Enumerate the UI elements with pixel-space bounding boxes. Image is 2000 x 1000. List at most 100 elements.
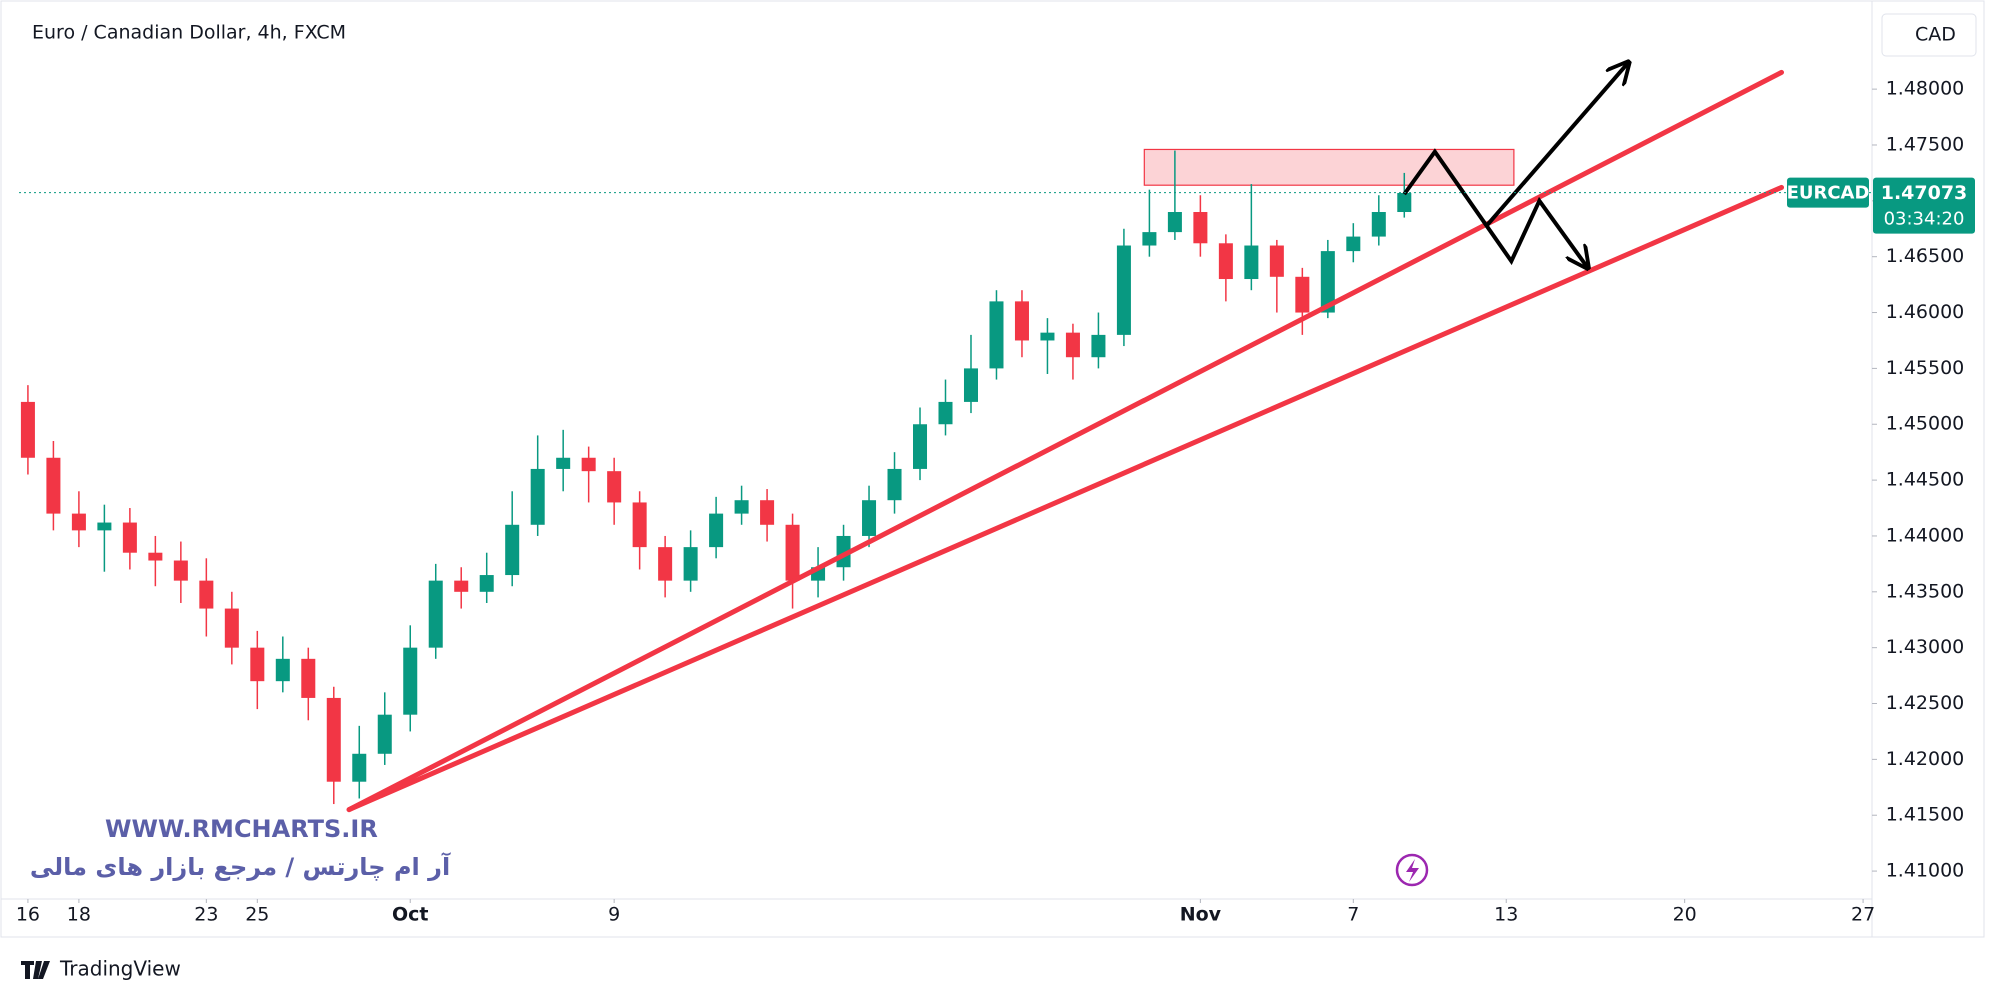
candle-body (989, 301, 1004, 369)
candle-body (326, 697, 341, 782)
candle-body (97, 522, 112, 531)
candle-body (887, 468, 902, 501)
candle-body (428, 580, 443, 648)
y-tick-label: 1.41000 (1886, 860, 1965, 882)
candle-body (20, 401, 35, 458)
candle-body (122, 522, 137, 553)
candle-body (1116, 245, 1131, 335)
candle-body (148, 552, 163, 561)
candle-body (658, 547, 673, 581)
candle-body (581, 457, 596, 472)
candle-body (1371, 212, 1386, 237)
brand-logo[interactable] (21, 961, 50, 979)
candle-body (1244, 245, 1259, 280)
candle-body (46, 457, 61, 514)
y-tick-label: 1.44500 (1886, 469, 1965, 491)
symbol-label: EURCAD (1787, 183, 1870, 204)
candle-body (556, 457, 571, 469)
candle-body (683, 547, 698, 581)
candle-body (1295, 276, 1310, 313)
scenario-arrow (1402, 148, 1588, 268)
price-badge (1873, 177, 1975, 234)
watermark: WWW.RMCHARTS.IR (105, 815, 378, 843)
candle-body (938, 401, 953, 425)
candle-body (377, 714, 392, 754)
y-tick-label: 1.46000 (1886, 301, 1965, 323)
x-tick-label: 18 (67, 904, 91, 926)
candle-body (1091, 334, 1106, 358)
candle-body (862, 500, 877, 536)
candle-body (913, 424, 928, 469)
candle-body (454, 580, 469, 592)
x-tick-label: 27 (1851, 904, 1875, 926)
candle-body (1014, 301, 1029, 341)
candle-body (250, 647, 265, 682)
candle-body (632, 502, 647, 548)
alert-icon[interactable] (1395, 853, 1429, 887)
candle-body (352, 753, 367, 782)
y-tick-label: 1.45000 (1886, 413, 1965, 435)
candle-body (760, 500, 775, 525)
candle-body (530, 468, 545, 525)
x-tick-label: Oct (392, 904, 429, 926)
x-tick-label: 9 (608, 904, 620, 926)
y-tick-label: 1.46500 (1886, 245, 1965, 267)
symbol-badge (1787, 177, 1869, 208)
currency-label: CAD (1915, 24, 1956, 46)
candle-body (785, 524, 800, 581)
candle-body (1218, 243, 1233, 280)
candle-body (1142, 232, 1157, 246)
candle-body (173, 560, 188, 581)
y-tick-label: 1.41500 (1886, 804, 1965, 826)
countdown-label: 03:34:20 (1884, 209, 1965, 230)
candle-body (1346, 236, 1361, 252)
candle-body (1167, 212, 1182, 233)
candle-body (505, 524, 520, 576)
chart-title: Euro / Canadian Dollar, 4h, FXCM (32, 22, 346, 44)
plot-area (19, 62, 1872, 813)
candle-body (1397, 193, 1412, 213)
currency-button[interactable] (1881, 13, 1977, 57)
candle-body (1320, 251, 1335, 313)
candle-body (403, 647, 418, 715)
candle-body (1269, 245, 1284, 277)
x-tick-label: 16 (16, 904, 40, 926)
resistance-zone (1143, 148, 1515, 186)
candle-body (199, 580, 214, 609)
y-tick-label: 1.42000 (1886, 748, 1965, 770)
chart-frame (0, 0, 1985, 938)
candle-body (1040, 332, 1055, 341)
x-tick-label: 25 (245, 904, 269, 926)
trend-line (346, 69, 1785, 813)
x-tick-label: 23 (194, 904, 218, 926)
y-tick-label: 1.44000 (1886, 524, 1965, 546)
y-tick-label: 1.47500 (1886, 133, 1965, 155)
y-tick-label: 1.42500 (1886, 692, 1965, 714)
candle-body (709, 513, 724, 548)
candle-body (1065, 332, 1080, 358)
candle-body (224, 608, 239, 648)
watermark-subtitle: آر ام چارتس / مرجع بازار های مالی (30, 852, 451, 881)
x-tick-label: 13 (1494, 904, 1518, 926)
candle-body (275, 658, 290, 682)
scenario-arrow (1484, 62, 1629, 228)
candle-body (734, 500, 749, 514)
y-tick-label: 1.45500 (1886, 357, 1965, 379)
candle-body (1193, 212, 1208, 244)
trend-line (346, 184, 1785, 813)
x-tick-label: 20 (1673, 904, 1697, 926)
candle-body (71, 513, 86, 531)
candle-body (607, 471, 622, 503)
y-tick-label: 1.43000 (1886, 636, 1965, 658)
last-price-label: 1.47073 (1881, 182, 1968, 204)
brand-name: TradingView (59, 957, 181, 981)
candle-body (479, 575, 494, 592)
candle-body (963, 368, 978, 402)
y-tick-label: 1.48000 (1886, 78, 1965, 100)
y-tick-label: 1.43500 (1886, 580, 1965, 602)
x-tick-label: Nov (1180, 904, 1222, 926)
x-tick-label: 7 (1347, 904, 1359, 926)
candle-body (301, 658, 316, 698)
